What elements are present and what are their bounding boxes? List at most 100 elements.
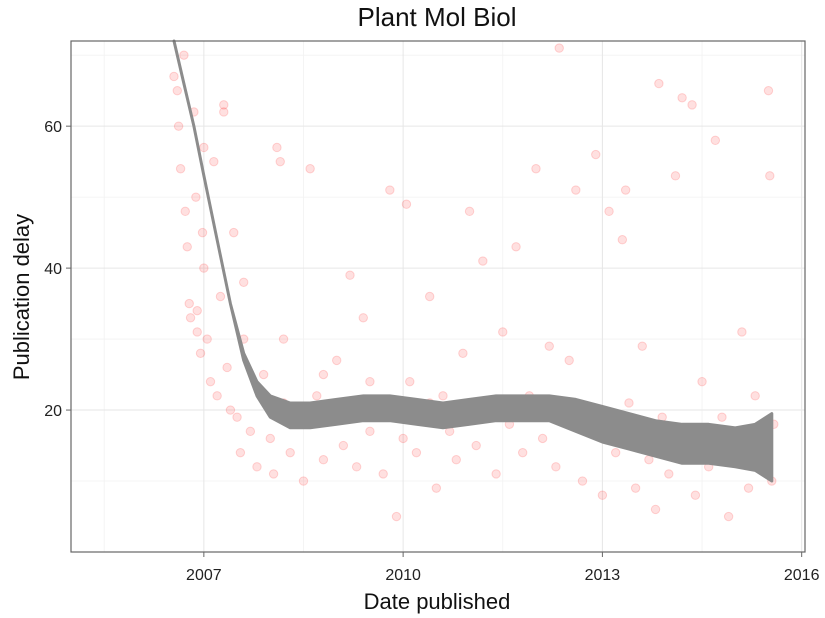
chart-title: Plant Mol Biol (358, 2, 517, 32)
data-point (690, 490, 701, 500)
data-point (169, 71, 179, 82)
data-point (471, 440, 481, 451)
x-tick-label: 2013 (585, 567, 621, 584)
data-point (511, 242, 521, 252)
data-point (173, 121, 184, 131)
data-point (222, 362, 232, 373)
data-point (268, 469, 279, 479)
data-point (235, 447, 246, 458)
data-point (278, 334, 289, 344)
grid-layer (71, 41, 805, 552)
data-point (184, 298, 194, 309)
data-point (225, 405, 236, 415)
data-point (172, 85, 182, 96)
data-point (318, 369, 329, 380)
data-point (411, 447, 422, 458)
data-point (687, 100, 697, 110)
x-axis-title: Date published (364, 589, 511, 614)
data-point (405, 376, 415, 387)
data-point (763, 85, 774, 96)
data-point (358, 313, 368, 323)
data-point (272, 142, 282, 153)
data-point (464, 206, 475, 217)
data-point (199, 263, 209, 273)
data-point (517, 447, 528, 458)
data-point (202, 334, 212, 344)
data-point (182, 242, 192, 252)
data-point (591, 149, 601, 160)
data-point (743, 483, 754, 493)
data-point (312, 391, 322, 401)
x-tick-label: 2007 (186, 567, 222, 584)
data-point (765, 171, 775, 181)
data-point (205, 376, 216, 387)
data-point (275, 156, 285, 167)
x-tick-label: 2016 (784, 567, 820, 584)
data-point (365, 426, 375, 437)
data-point (175, 164, 186, 174)
data-point (537, 433, 548, 444)
data-point (554, 43, 564, 53)
data-point (192, 327, 202, 337)
data-point (451, 455, 461, 465)
data-point (258, 369, 269, 380)
data-point (644, 455, 654, 465)
data-point (478, 256, 488, 266)
plot-panel-border (70, 40, 806, 553)
data-point (750, 391, 760, 401)
data-point (180, 206, 190, 217)
data-point (610, 447, 621, 458)
data-point (677, 93, 687, 103)
y-tick-label: 60 (44, 119, 62, 136)
data-point (491, 469, 501, 479)
data-point (191, 192, 201, 202)
data-point (664, 469, 674, 479)
data-point (597, 490, 608, 500)
x-tick-label: 2010 (385, 567, 421, 584)
data-point (637, 341, 647, 351)
data-point (219, 100, 229, 110)
data-point (564, 355, 574, 366)
smooth-confidence-band (172, 39, 774, 483)
data-point (232, 412, 242, 422)
data-point (252, 462, 262, 472)
data-point (604, 206, 614, 217)
data-point (571, 185, 581, 195)
data-point (458, 348, 468, 358)
data-point (285, 447, 295, 458)
data-point (179, 50, 189, 60)
data-point (577, 476, 588, 486)
data-point (229, 227, 239, 238)
data-point (551, 462, 561, 472)
data-point (192, 305, 202, 316)
data-point (197, 227, 208, 238)
data-point (391, 511, 402, 522)
data-point (723, 511, 734, 522)
data-point (737, 327, 747, 337)
y-tick-label: 20 (44, 403, 62, 420)
data-point (424, 291, 435, 302)
data-point (265, 433, 275, 444)
data-point (209, 156, 219, 167)
data-point (531, 164, 541, 174)
data-point (670, 171, 681, 181)
data-point (305, 164, 315, 174)
data-point (624, 398, 634, 408)
data-point (630, 483, 641, 493)
data-point (544, 341, 554, 351)
data-point (620, 185, 631, 195)
data-point (245, 426, 256, 437)
data-point (431, 483, 442, 493)
data-point (219, 107, 229, 117)
data-point (438, 391, 448, 401)
y-tick-label: 40 (44, 261, 62, 278)
data-point (401, 199, 412, 209)
data-point (345, 270, 355, 280)
data-point (338, 440, 349, 451)
data-point (332, 355, 342, 366)
data-point (365, 376, 375, 387)
smooth-layer (172, 39, 774, 483)
data-point (498, 327, 508, 337)
